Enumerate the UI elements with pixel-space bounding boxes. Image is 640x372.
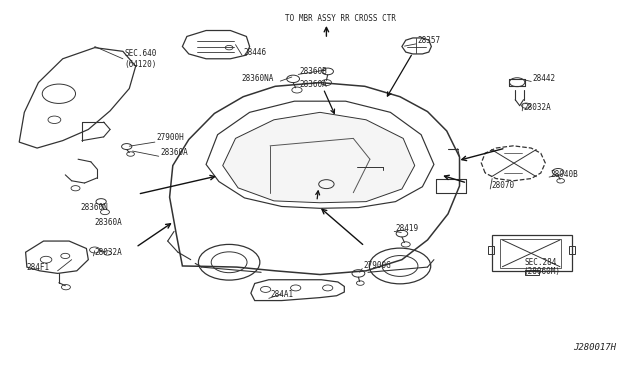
Text: 27900H: 27900H bbox=[157, 134, 184, 142]
Text: 28032A: 28032A bbox=[95, 248, 122, 257]
Text: 28040B: 28040B bbox=[550, 170, 578, 179]
Text: 27900G: 27900G bbox=[364, 261, 391, 270]
Text: J280017H: J280017H bbox=[573, 343, 616, 352]
Text: SEC.284: SEC.284 bbox=[525, 258, 557, 267]
Text: 28360A: 28360A bbox=[95, 218, 122, 227]
Bar bbox=[488, 246, 494, 254]
Text: 28360B: 28360B bbox=[300, 67, 327, 76]
Text: 284F1: 284F1 bbox=[27, 263, 50, 272]
Text: 28446: 28446 bbox=[243, 48, 266, 57]
Bar bbox=[525, 270, 539, 275]
Polygon shape bbox=[223, 112, 415, 203]
Text: 28360NA: 28360NA bbox=[242, 74, 275, 83]
Text: 284A1: 284A1 bbox=[270, 291, 293, 299]
Text: SEC.640: SEC.640 bbox=[125, 49, 157, 58]
Text: 28419: 28419 bbox=[396, 224, 419, 232]
Bar bbox=[569, 246, 575, 254]
Text: 28442: 28442 bbox=[532, 74, 556, 83]
Text: 28360A: 28360A bbox=[300, 80, 327, 89]
Text: 28360A: 28360A bbox=[160, 148, 188, 157]
Text: TO MBR ASSY RR CROSS CTR: TO MBR ASSY RR CROSS CTR bbox=[285, 14, 396, 23]
Text: 28357: 28357 bbox=[417, 36, 440, 45]
Text: (64120): (64120) bbox=[125, 60, 157, 69]
Bar bbox=[500, 239, 561, 268]
Text: 28070: 28070 bbox=[492, 182, 515, 190]
Text: (28060M): (28060M) bbox=[524, 267, 561, 276]
Text: 28032A: 28032A bbox=[524, 103, 551, 112]
Text: 28360N: 28360N bbox=[80, 203, 108, 212]
Bar bbox=[492, 235, 572, 271]
